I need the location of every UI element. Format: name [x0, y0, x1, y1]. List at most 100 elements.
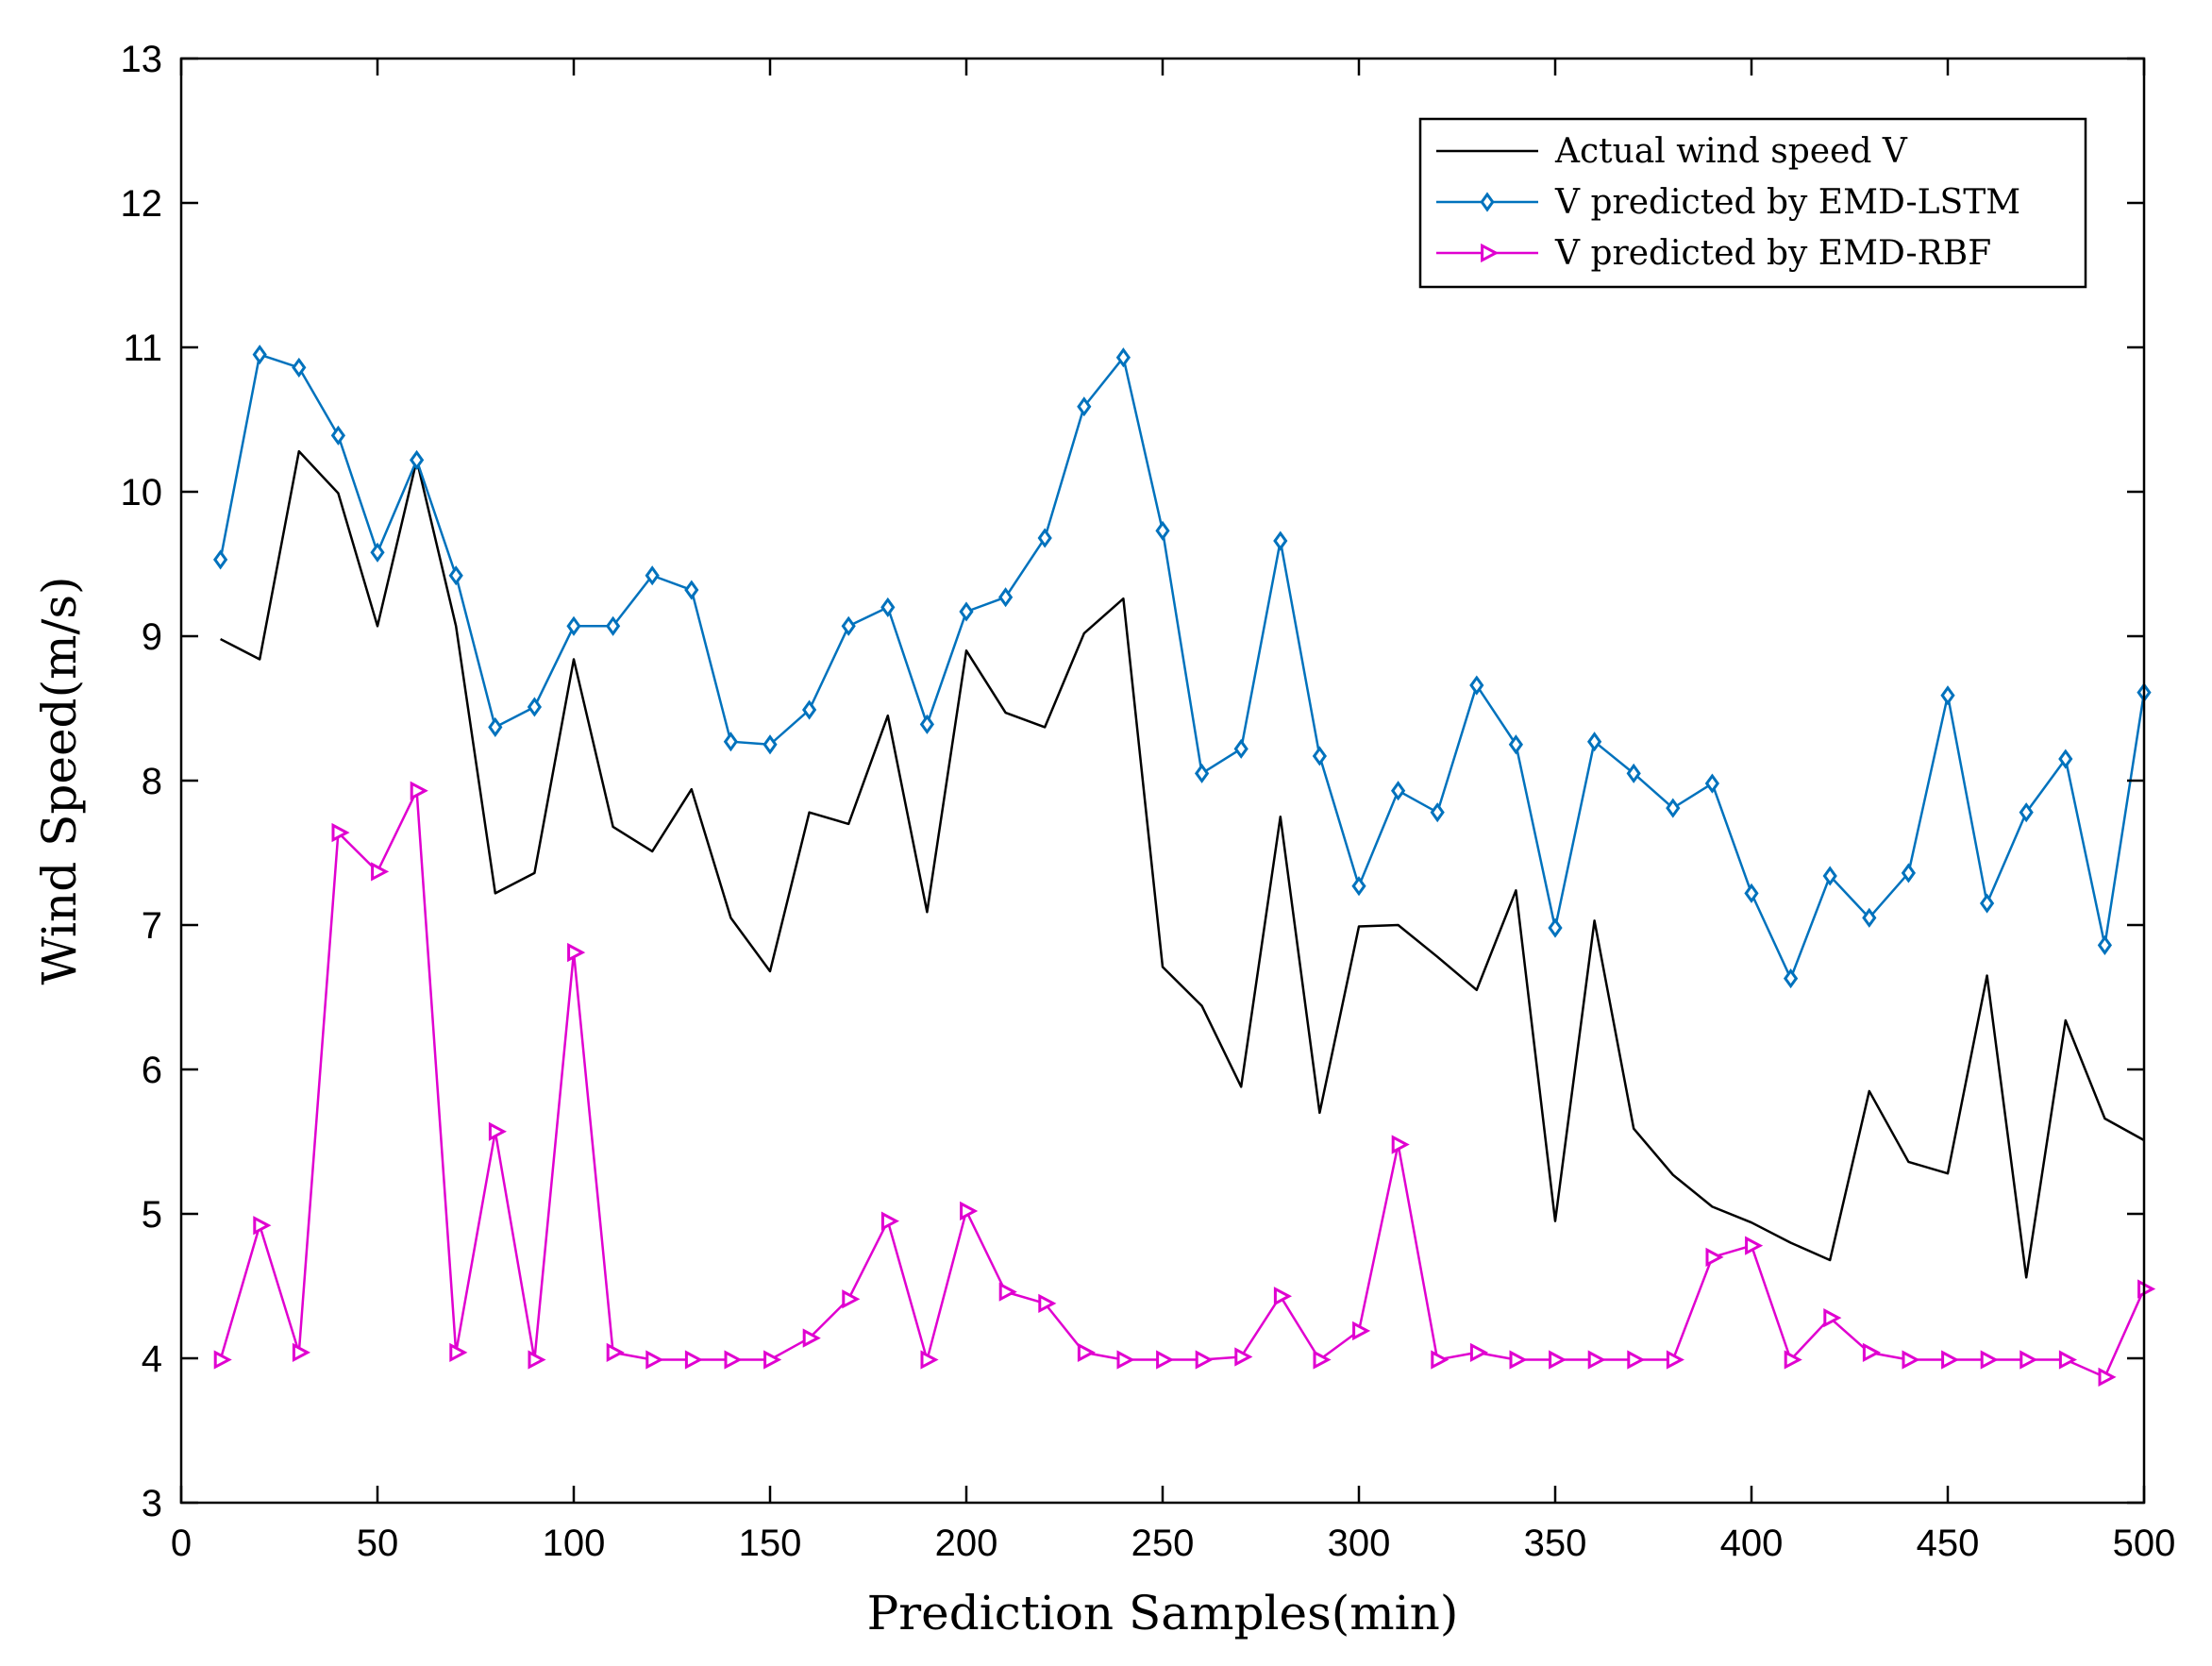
data-point — [2019, 802, 2034, 823]
data-point — [488, 1121, 507, 1141]
data-point — [1077, 396, 1092, 417]
data-point — [1744, 883, 1759, 903]
data-point — [1273, 530, 1288, 551]
data-point — [2137, 1279, 2156, 1299]
data-point — [1862, 1342, 1881, 1363]
data-point — [1586, 732, 1602, 752]
data-point — [1704, 773, 1720, 794]
data-point — [1548, 917, 1563, 938]
y-tick-label: 6 — [142, 1050, 162, 1091]
data-point — [488, 716, 503, 737]
legend-entry: Actual wind speed V — [1436, 132, 1908, 171]
data-point — [960, 1201, 979, 1221]
data-point — [919, 714, 935, 734]
data-point — [1351, 876, 1366, 897]
y-tick-label: 11 — [123, 328, 162, 369]
y-axis-label: Wind Speed(m/s) — [32, 577, 87, 985]
data-point — [723, 732, 739, 752]
data-point — [605, 615, 621, 636]
x-tick-label: 500 — [2113, 1523, 2176, 1564]
data-point — [1038, 1293, 1057, 1314]
legend-label: Actual wind speed V — [1554, 132, 1908, 171]
data-point — [880, 1211, 899, 1231]
data-point — [1666, 798, 1681, 818]
data-point — [684, 580, 699, 600]
tick-layer: 0 50 100 150 200 250 300 350 400 450 500 3 4 5 6 7 8 9 10 1… — [121, 39, 2176, 1564]
y-tick-label: 4 — [142, 1338, 162, 1380]
data-point — [2019, 1350, 2038, 1370]
data-point — [1508, 734, 1524, 755]
data-point — [1430, 802, 1445, 823]
data-point — [1390, 781, 1406, 801]
data-point — [645, 565, 660, 586]
data-point — [409, 449, 425, 470]
data-point — [998, 1282, 1017, 1302]
data-point — [1312, 746, 1328, 766]
data-point — [1902, 1350, 1920, 1370]
series-1 — [220, 449, 2145, 1279]
data-point — [292, 1342, 310, 1363]
data-point — [2098, 1367, 2117, 1388]
data-point — [1352, 1321, 1371, 1341]
data-point — [449, 1342, 468, 1363]
data-point — [410, 781, 428, 800]
data-point — [1745, 1236, 1764, 1255]
y-tick-label: 10 — [121, 472, 163, 513]
legend-entry: V predicted by EMD-RBF — [1436, 234, 1991, 273]
data-point — [2058, 749, 2073, 769]
data-point — [1313, 1350, 1332, 1370]
data-point — [1901, 863, 1917, 883]
data-point — [1980, 1350, 1999, 1370]
data-point — [331, 822, 350, 843]
x-tick-label: 150 — [739, 1523, 802, 1564]
data-point — [370, 542, 385, 563]
data-point — [1156, 1350, 1175, 1370]
x-tick-label: 350 — [1524, 1523, 1587, 1564]
series-line — [219, 353, 2146, 980]
data-point — [1666, 1350, 1684, 1370]
y-tick-label: 9 — [142, 616, 162, 658]
data-point — [253, 1216, 272, 1236]
data-point — [1273, 1287, 1292, 1306]
data-point — [528, 1350, 546, 1370]
x-tick-label: 450 — [1917, 1523, 1980, 1564]
data-point — [724, 1350, 743, 1370]
series-layer — [212, 345, 2156, 1388]
y-tick-label: 12 — [121, 183, 163, 225]
data-point — [1194, 763, 1210, 783]
data-point — [841, 615, 856, 636]
data-point — [448, 565, 463, 586]
data-point — [1784, 1350, 1802, 1370]
series-line — [220, 449, 2145, 1279]
data-point — [1195, 1350, 1214, 1370]
data-point — [645, 1350, 664, 1370]
x-tick-label: 50 — [357, 1523, 399, 1564]
x-tick-label: 400 — [1720, 1523, 1784, 1564]
legend-entry: V predicted by EMD-LSTM — [1436, 183, 2020, 222]
data-point — [1705, 1247, 1724, 1268]
data-point — [606, 1342, 625, 1363]
legend-marker — [1480, 192, 1495, 212]
data-point — [1587, 1350, 1606, 1370]
data-point — [1941, 1350, 1960, 1370]
data-point — [762, 734, 778, 755]
data-point — [842, 1289, 861, 1309]
x-tick-label: 200 — [935, 1523, 998, 1564]
y-tick-label: 3 — [142, 1483, 162, 1524]
plot-background — [181, 59, 2144, 1503]
data-point — [880, 597, 896, 617]
y-tick-label: 13 — [121, 39, 163, 80]
data-point — [566, 615, 581, 636]
data-point — [1115, 347, 1131, 368]
series-2 — [212, 345, 2152, 989]
data-point — [1626, 763, 1641, 783]
data-point — [1155, 520, 1170, 541]
data-point — [1783, 968, 1799, 989]
data-point — [567, 942, 586, 963]
data-point — [1627, 1350, 1646, 1370]
data-point — [1823, 1308, 1842, 1328]
x-tick-label: 250 — [1131, 1523, 1195, 1564]
data-point — [1822, 866, 1837, 886]
data-point — [1469, 675, 1484, 696]
